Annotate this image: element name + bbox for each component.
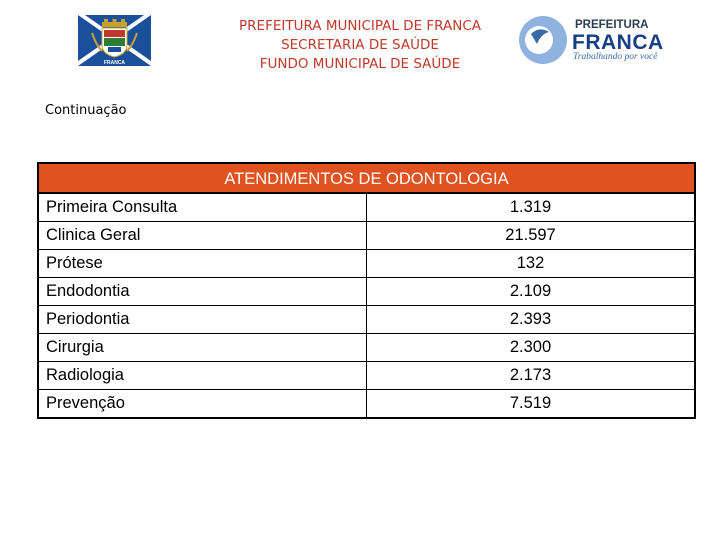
row-label: Endodontia bbox=[37, 277, 367, 306]
row-label: Cirurgia bbox=[37, 333, 367, 362]
table-row: Periodontia 2.393 bbox=[37, 305, 696, 334]
table-row: Prevenção 7.519 bbox=[37, 389, 696, 419]
row-value: 2.173 bbox=[366, 361, 696, 390]
table-title: ATENDIMENTOS DE ODONTOLOGIA bbox=[37, 162, 696, 194]
row-value: 7.519 bbox=[366, 389, 696, 419]
coat-of-arms-icon: FRANCA bbox=[78, 15, 151, 66]
continuation-label: Continuação bbox=[45, 103, 127, 118]
header-line-3: FUNDO MUNICIPAL DE SAÚDE bbox=[259, 56, 461, 72]
table-row: Endodontia 2.109 bbox=[37, 277, 696, 306]
row-label: Periodontia bbox=[37, 305, 367, 334]
table-row: Cirurgia 2.300 bbox=[37, 333, 696, 362]
header-line-1: PREFEITURA MUNICIPAL DE FRANCA bbox=[239, 18, 481, 34]
row-label: Radiologia bbox=[37, 361, 367, 390]
row-value: 1.319 bbox=[366, 192, 696, 222]
logo-franca-text: FRANCA bbox=[572, 31, 664, 54]
row-label: Clinica Geral bbox=[37, 221, 367, 250]
header-title-block: PREFEITURA MUNICIPAL DE FRANCA SECRETARI… bbox=[200, 17, 520, 74]
franca-flag-logo: FRANCA bbox=[78, 15, 151, 66]
attendance-table: ATENDIMENTOS DE ODONTOLOGIA Primeira Con… bbox=[37, 162, 696, 419]
franca-swirl-icon bbox=[519, 16, 567, 64]
logo-prefeitura-text: PREFEITURA bbox=[575, 19, 649, 31]
prefeitura-franca-logo: PREFEITURA FRANCA Trabalhando por você bbox=[517, 14, 663, 66]
row-value: 2.300 bbox=[366, 333, 696, 362]
table-row: Clinica Geral 21.597 bbox=[37, 221, 696, 250]
row-label: Prótese bbox=[37, 249, 367, 278]
header-line-2: SECRETARIA DE SAÚDE bbox=[281, 37, 439, 53]
row-value: 21.597 bbox=[366, 221, 696, 250]
table-header-row: ATENDIMENTOS DE ODONTOLOGIA bbox=[37, 162, 696, 194]
row-value: 2.393 bbox=[366, 305, 696, 334]
row-value: 132 bbox=[366, 249, 696, 278]
row-label: Primeira Consulta bbox=[37, 192, 367, 222]
table-row: Primeira Consulta 1.319 bbox=[37, 192, 696, 222]
logo-tagline: Trabalhando por você bbox=[573, 52, 658, 62]
flag-label: FRANCA bbox=[104, 60, 125, 66]
row-value: 2.109 bbox=[366, 277, 696, 306]
row-label: Prevenção bbox=[37, 389, 367, 419]
table-row: Prótese 132 bbox=[37, 249, 696, 278]
table-row: Radiologia 2.173 bbox=[37, 361, 696, 390]
